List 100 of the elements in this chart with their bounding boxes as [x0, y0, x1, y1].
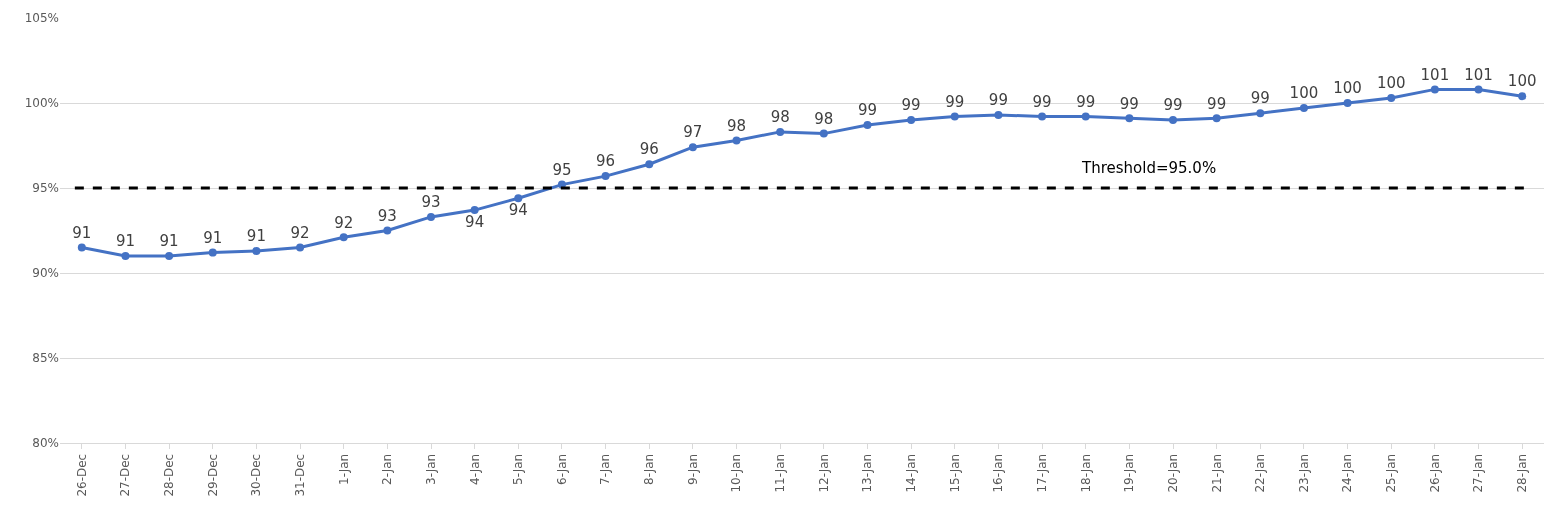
- x-tick-label: 27-Jan: [1471, 453, 1486, 493]
- point: [950, 112, 959, 121]
- x-tick-label: 21-Jan: [1209, 453, 1224, 493]
- x-tick-label: 31-Dec: [292, 453, 307, 497]
- data-label: 101: [1464, 65, 1493, 84]
- data-label: 98: [770, 108, 790, 127]
- x-tick-label: 26-Jan: [1427, 453, 1442, 493]
- data-label: 99: [1207, 94, 1227, 113]
- data-label: 99: [988, 91, 1008, 110]
- point: [1343, 99, 1352, 107]
- x-tick-label: 29-Dec: [205, 453, 220, 497]
- point: [121, 252, 130, 260]
- point: [165, 252, 174, 260]
- data-label: 92: [334, 213, 354, 232]
- x-tick-label: 22-Jan: [1253, 453, 1268, 493]
- point: [601, 172, 610, 181]
- data-label: 99: [1250, 89, 1270, 108]
- point: [1081, 112, 1090, 121]
- point: [994, 110, 1003, 119]
- data-label: 100: [1289, 84, 1319, 103]
- x-tick-label: 12-Jan: [816, 453, 831, 493]
- x-tick-label: 5-Jan: [511, 453, 526, 485]
- data-label: 91: [115, 232, 136, 251]
- point: [907, 116, 916, 124]
- data-label: 98: [814, 109, 834, 128]
- x-tick-label: 20-Jan: [1165, 453, 1180, 493]
- data-label: 99: [1119, 94, 1139, 113]
- point: [208, 248, 217, 257]
- point: [863, 121, 872, 130]
- x-tick-label: 3-Jan: [423, 453, 438, 485]
- x-tick-label: 19-Jan: [1122, 453, 1137, 493]
- point: [1474, 85, 1483, 94]
- data-label: 97: [683, 123, 703, 142]
- point: [427, 212, 435, 221]
- x-tick-label: 7-Jan: [598, 453, 613, 485]
- x-tick-label: 8-Jan: [642, 453, 657, 485]
- data-label: 98: [726, 116, 747, 135]
- data-label: 91: [159, 232, 179, 251]
- point: [1125, 114, 1134, 123]
- point: [1430, 85, 1439, 94]
- point: [77, 243, 86, 252]
- x-tick-label: 23-Jan: [1296, 453, 1311, 493]
- x-tick-label: 25-Jan: [1384, 453, 1399, 493]
- x-tick-label: 11-Jan: [773, 453, 788, 493]
- x-tick-label: 9-Jan: [685, 453, 700, 485]
- data-label: 93: [377, 206, 397, 225]
- point: [339, 233, 348, 242]
- data-label: 100: [1333, 79, 1362, 98]
- x-tick-label: 14-Jan: [904, 453, 919, 493]
- y-tick-label: 100%: [24, 96, 59, 111]
- data-label: 100: [1376, 74, 1406, 93]
- point: [514, 194, 523, 203]
- y-tick-label: 105%: [24, 11, 59, 26]
- point: [383, 226, 392, 235]
- point: [1256, 109, 1265, 118]
- data-label: 100: [1507, 72, 1537, 91]
- x-tick-label: 28-Jan: [1515, 453, 1530, 493]
- data-label: 91: [72, 223, 92, 242]
- data-label: 94: [465, 213, 485, 232]
- data-label: 101: [1420, 65, 1450, 84]
- x-tick-label: 13-Jan: [860, 453, 875, 493]
- data-label: 94: [508, 201, 528, 220]
- point: [252, 246, 261, 255]
- point: [819, 129, 828, 138]
- point: [470, 206, 479, 215]
- x-tick-label: 10-Jan: [729, 453, 744, 493]
- x-tick-label: 6-Jan: [554, 453, 569, 485]
- point: [732, 136, 741, 145]
- data-label: 99: [1163, 96, 1183, 115]
- y-tick-label: 90%: [32, 266, 59, 281]
- x-tick-label: 2-Jan: [380, 453, 395, 485]
- point: [1038, 112, 1047, 121]
- point: [1518, 92, 1527, 101]
- data-label: 93: [421, 193, 441, 212]
- y-tick-label: 95%: [32, 181, 59, 196]
- data-label: 91: [203, 228, 223, 247]
- point: [1169, 116, 1177, 124]
- data-label: 99: [1032, 92, 1052, 111]
- data-label: 99: [945, 92, 965, 111]
- x-tick-label: 1-Jan: [336, 453, 351, 485]
- x-tick-label: 24-Jan: [1340, 453, 1355, 493]
- point: [1299, 104, 1308, 113]
- x-tick-label: 17-Jan: [1034, 453, 1049, 493]
- data-label: 99: [1076, 92, 1096, 111]
- data-label: 92: [290, 223, 310, 242]
- data-label: 99: [857, 101, 878, 120]
- data-label: 91: [246, 227, 266, 246]
- point: [296, 243, 305, 252]
- point: [645, 160, 654, 169]
- x-tick-label: 18-Jan: [1078, 453, 1093, 493]
- x-tick-label: 16-Jan: [991, 453, 1006, 493]
- x-tick-label: 30-Dec: [249, 453, 264, 497]
- x-tick-label: 15-Jan: [947, 453, 962, 493]
- x-tick-label: 4-Jan: [467, 453, 482, 485]
- x-tick-label: 26-Dec: [74, 453, 89, 497]
- point: [688, 143, 697, 152]
- point: [776, 127, 785, 136]
- data-label: 96: [639, 140, 659, 159]
- y-tick-label: 80%: [32, 436, 59, 451]
- data-label: 95: [552, 160, 572, 179]
